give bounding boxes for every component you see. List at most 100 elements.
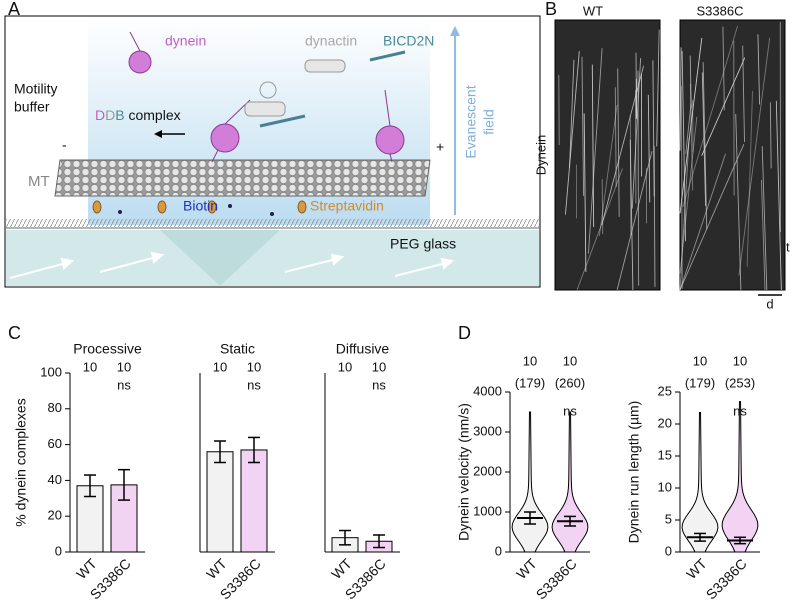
dynein-label: dynein [165, 33, 206, 49]
dynactin-icons [244, 59, 346, 117]
kymo-ylabel: Dynein [533, 135, 548, 175]
x-tick-label: WT [203, 555, 230, 582]
glass-region [6, 230, 539, 286]
distance-scale-label: d [766, 296, 773, 311]
kymograph-trace [631, 58, 642, 209]
chart-title: Diffusive [336, 341, 390, 357]
n-label: 10 [563, 353, 577, 368]
significance-label: ns [563, 403, 577, 418]
kymograph-trace [769, 102, 772, 169]
y-axis-label: Dynein run length (µm) [626, 401, 642, 544]
bar [206, 451, 234, 553]
kymograph-trace [689, 83, 694, 191]
buffer-label: buffer [14, 99, 50, 115]
y-tick-label: 4000 [473, 383, 502, 398]
x-tick-label: S3386C [533, 555, 580, 602]
significance-label: ns [372, 377, 386, 392]
mt-label: MT [28, 173, 50, 190]
peg-layer [6, 219, 539, 227]
kymograph-trace [601, 179, 604, 235]
y-tick-label: 60 [48, 436, 62, 451]
kymograph-trace [617, 68, 620, 217]
count-label: (260) [555, 375, 585, 390]
kymograph-trace [702, 62, 708, 230]
x-tick-label: WT [513, 555, 540, 582]
y-tick-label: 10 [658, 479, 672, 494]
kymograph-trace [735, 113, 742, 291]
minus-end: - [62, 137, 67, 153]
kymograph-trace [701, 57, 746, 156]
biotin-label: Biotin [183, 198, 218, 214]
time-scale-label: t [786, 239, 790, 254]
kymograph-image [554, 19, 661, 291]
y-tick-label: 5 [665, 511, 672, 526]
ddb-label: DDB complex [95, 107, 181, 123]
kymograph-trace [775, 100, 782, 291]
kymograph-trace [701, 72, 707, 206]
kymograph-trace [679, 153, 726, 291]
y-tick-label: 40 [48, 472, 62, 487]
n-label: 10 [213, 359, 227, 374]
kymograph-trace [569, 59, 575, 168]
x-tick-label: S3386C [703, 555, 750, 602]
kymograph-trace [656, 29, 660, 147]
count-label: (253) [725, 375, 755, 390]
kymograph-trace [722, 26, 725, 111]
kymograph-trace [583, 113, 587, 272]
kymograph-trace [679, 37, 703, 214]
panel-label: A [8, 0, 20, 19]
y-tick-label: 0 [665, 543, 672, 558]
streptavidin-label: Streptavidin [310, 198, 384, 214]
ddb-letter: B [115, 107, 124, 123]
kymograph-trace [581, 56, 585, 196]
y-tick-label: 3000 [473, 423, 502, 438]
kymograph-trace [647, 94, 651, 203]
violin [721, 401, 759, 553]
kymographs: WT S3386C Dynein t d [533, 3, 790, 311]
kymograph-trace [616, 151, 653, 291]
kymograph-trace [685, 103, 692, 154]
n-label: 10 [693, 353, 707, 368]
direction-arrowhead [154, 130, 162, 138]
y-tick-label: 2000 [473, 463, 502, 478]
ddb-letter: D [95, 107, 105, 123]
y-tick-label: 15 [658, 447, 672, 462]
buffer-label: Motility [14, 81, 58, 97]
kymograph-trace [653, 146, 656, 287]
bicd2n-label: BICD2N [383, 33, 434, 49]
x-tick-label: WT [328, 555, 355, 582]
kymograph-image [679, 19, 786, 291]
n-label: 10 [117, 359, 131, 374]
kymograph-trace [679, 137, 690, 291]
kymograph-trace [760, 179, 766, 291]
kymograph-trace [681, 51, 687, 242]
count-label: (179) [515, 375, 545, 390]
kymograph-trace [682, 25, 738, 208]
plus-end: + [436, 139, 444, 155]
field-label: field [481, 109, 497, 135]
x-tick-label: WT [73, 555, 100, 582]
n-label: 10 [372, 359, 386, 374]
field-label: Evanescent [463, 85, 479, 158]
bar [240, 449, 268, 553]
y-tick-label: 25 [658, 383, 672, 398]
panel-label: B [545, 0, 557, 19]
kymo-title: S3386C [697, 3, 744, 18]
kymograph-trace [564, 51, 580, 215]
light-beam [160, 230, 280, 286]
significance-label: ns [117, 377, 131, 392]
y-axis-label: Dynein velocity (nm/s) [456, 403, 472, 541]
panel-label: C [8, 323, 21, 343]
y-tick-label: 100 [40, 364, 62, 379]
bicd2n-icons [259, 50, 406, 128]
kymograph-trace [591, 64, 595, 228]
y-tick-label: 20 [48, 508, 62, 523]
kymograph-trace [679, 47, 682, 151]
kymograph-trace [629, 139, 634, 291]
panel-label: D [458, 323, 471, 343]
y-tick-label: 0 [55, 543, 62, 558]
ddb-letter: D [105, 107, 115, 123]
assay-diagram: dynein dynactin BICD2N Motility buffer D… [4, 15, 541, 288]
dynactin-label: dynactin [305, 33, 357, 49]
significance-label: ns [247, 377, 261, 392]
